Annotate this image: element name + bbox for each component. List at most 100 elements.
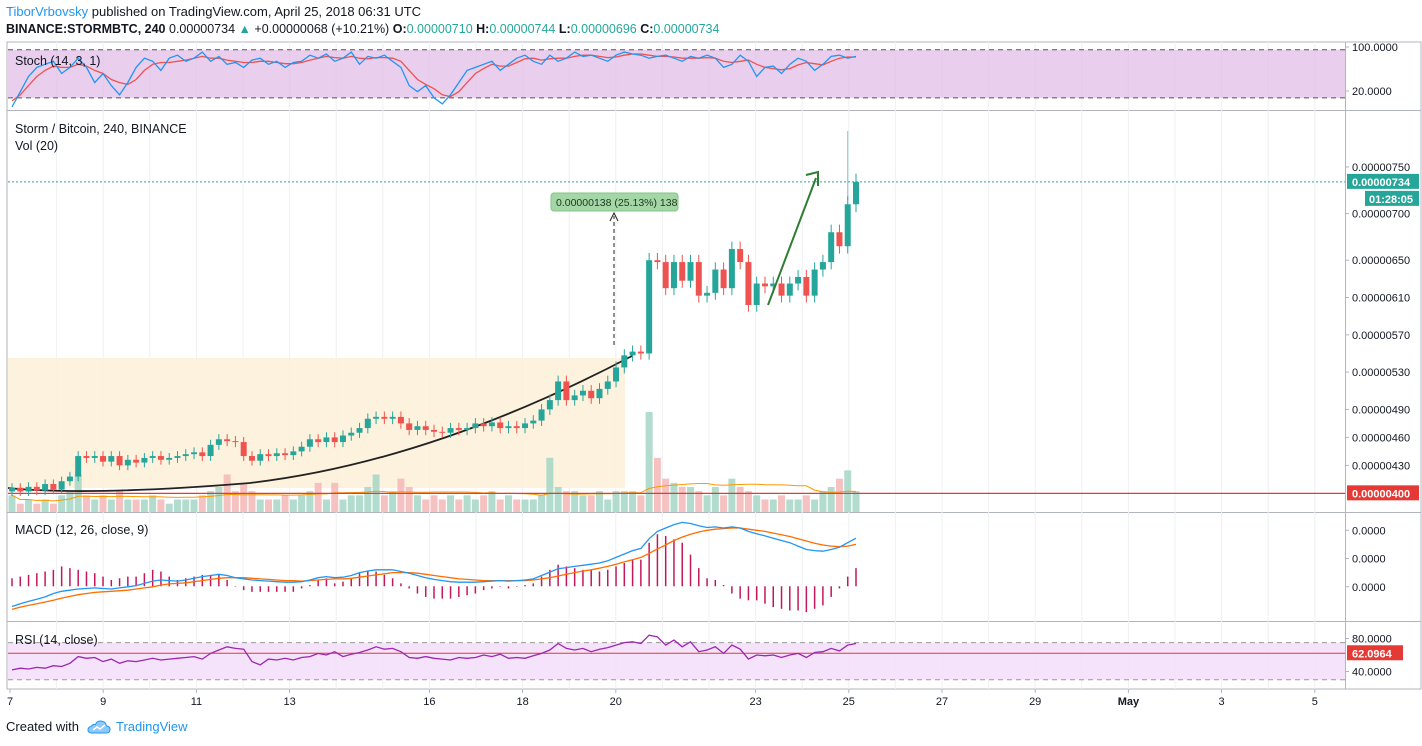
volume-bar — [132, 499, 140, 512]
candle — [174, 451, 181, 463]
candle — [50, 479, 57, 495]
price-axis-tick-label: 0.00000530 — [1352, 367, 1410, 379]
volume-bar — [761, 499, 769, 512]
candle — [42, 479, 49, 496]
candle-body — [108, 456, 115, 462]
volume-bar — [637, 495, 645, 512]
candle — [17, 483, 24, 496]
candle-body — [75, 456, 82, 477]
candle — [282, 448, 289, 461]
price-change: +0.00000068 (+10.21%) — [254, 22, 390, 36]
candle-body — [116, 456, 123, 466]
candle-body — [348, 432, 355, 436]
candle-body — [761, 283, 768, 287]
candle — [613, 361, 620, 388]
candle-body — [356, 428, 363, 433]
candle — [654, 252, 661, 270]
candle — [157, 451, 164, 465]
candle — [306, 434, 313, 452]
high-label: H: — [476, 22, 490, 36]
rsi-last-tag-label: 62.0964 — [1352, 648, 1393, 660]
volume-bar — [306, 491, 314, 512]
price-axis-tick-label: 0.00000490 — [1352, 404, 1410, 416]
price-axis-tick-label: 0.00000570 — [1352, 330, 1410, 342]
candle — [141, 453, 148, 468]
macd-signal-line — [11, 527, 857, 611]
symbol-name[interactable]: BINANCE:STORMBTC, 240 — [6, 22, 166, 36]
candle — [546, 394, 553, 415]
candle-body — [282, 453, 289, 456]
volume-bar — [604, 499, 612, 512]
candle-body — [100, 456, 107, 462]
candle — [149, 451, 156, 463]
candle — [472, 418, 479, 434]
candle — [439, 426, 446, 438]
candle-body — [224, 439, 231, 442]
rsi-axis-tick-label: 80.0000 — [1352, 634, 1392, 646]
candle-body — [439, 431, 446, 433]
author-link[interactable]: TiborVrbovsky — [6, 4, 89, 19]
volume-bar — [25, 499, 33, 512]
candle-body — [91, 456, 98, 458]
candle-body — [397, 416, 404, 424]
macd-axis-tick-label: 0.0000 — [1352, 582, 1386, 594]
candle — [133, 454, 140, 468]
candle-body — [323, 437, 330, 443]
candle-body — [836, 232, 843, 247]
footer: Created with TradingView — [6, 719, 188, 734]
candle-body — [207, 444, 214, 457]
volume-bar — [215, 487, 223, 512]
volume-bar — [107, 499, 115, 512]
candle — [513, 420, 520, 434]
candle-body — [745, 262, 752, 305]
tradingview-brand: TradingView — [115, 719, 188, 734]
volume-bar — [769, 499, 777, 512]
candle-body — [257, 454, 264, 461]
volume-bar — [521, 499, 529, 512]
measure-arrowhead — [609, 211, 619, 222]
candle — [124, 454, 131, 471]
candle — [844, 196, 851, 254]
candle-body — [9, 487, 15, 492]
candle-body — [571, 395, 578, 401]
candle-body — [83, 456, 90, 458]
candle — [199, 447, 206, 461]
candle — [364, 413, 371, 434]
candle-body — [364, 418, 371, 429]
publish-line: TiborVrbovsky published on TradingView.c… — [6, 3, 421, 20]
candle-body — [464, 428, 471, 430]
candle — [33, 482, 40, 496]
candle-body — [166, 457, 173, 460]
candle — [828, 224, 835, 270]
time-tick-label: 29 — [1029, 696, 1041, 708]
up-triangle-icon: ▲ — [238, 22, 251, 36]
volume-bar — [546, 457, 554, 512]
tradingview-link[interactable]: TradingView — [87, 719, 188, 734]
volume-bar — [265, 499, 273, 512]
candle-body — [215, 439, 222, 445]
candle — [530, 415, 537, 429]
candle-body — [704, 292, 711, 296]
volume-bar — [447, 495, 455, 512]
candle-body — [579, 390, 586, 396]
candle-body — [604, 381, 611, 389]
candle-body — [42, 484, 49, 491]
candle-body — [555, 381, 562, 401]
candle-body — [133, 459, 140, 463]
macd-panel: MACD (12, 26, close, 9) 0.0000 0.0000 0.000… — [11, 521, 1386, 613]
candle — [108, 451, 115, 467]
created-with-label: Created with — [6, 719, 79, 734]
volume-bar — [140, 499, 148, 512]
candle-body — [637, 351, 644, 354]
rsi-line — [11, 634, 857, 671]
candle-body — [497, 422, 504, 429]
rsi-title: RSI (14, close) — [15, 633, 98, 647]
candle-body — [472, 423, 479, 429]
volume-bar — [744, 491, 752, 512]
candle — [75, 451, 82, 482]
volume-bar — [778, 495, 786, 512]
candle — [356, 422, 363, 438]
last-price-tag — [1347, 173, 1419, 189]
volume-bar — [165, 503, 173, 512]
